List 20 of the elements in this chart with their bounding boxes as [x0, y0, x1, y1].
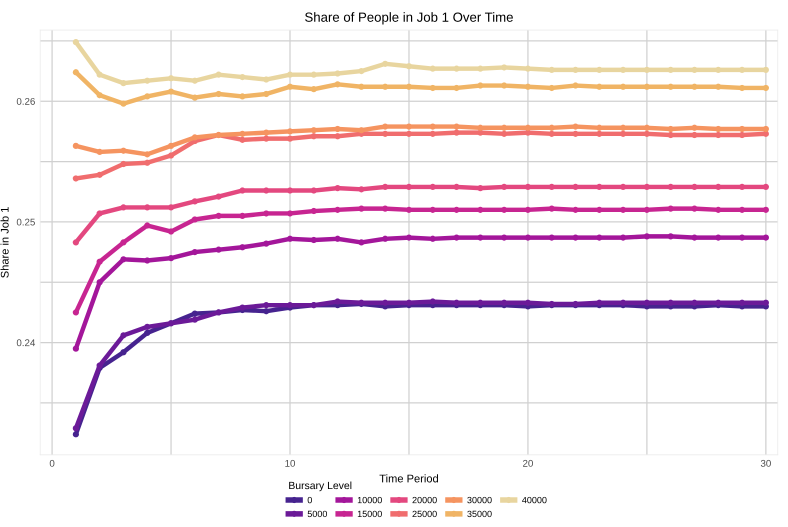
legend-label: 20000 [412, 496, 437, 504]
legend-label: 35000 [467, 510, 492, 518]
x-tick-label: 30 [760, 460, 771, 467]
legend-label: 0 [308, 496, 312, 504]
legend-label: 25000 [412, 510, 437, 518]
x-tick-label: 20 [523, 460, 533, 467]
y-tick-label: 0.26 [16, 98, 35, 105]
x-axis-title: Time Period [379, 474, 438, 482]
legend-label: 30000 [467, 496, 492, 504]
x-tick-label: 0 [50, 460, 54, 467]
legend-label: 10000 [358, 496, 382, 504]
legend-title: Bursary Level [289, 482, 352, 492]
x-tick-label: 10 [285, 460, 296, 467]
y-axis-title: Share in Job 1 [0, 207, 9, 278]
chart-title: Share of People in Job 1 Over Time [305, 12, 513, 24]
y-tick-label: 0.25 [16, 218, 35, 226]
y-tick-label: 0.24 [16, 339, 36, 346]
legend-label: 15000 [358, 510, 382, 518]
legend-label: 5000 [308, 510, 328, 518]
legend-label: 40000 [522, 496, 547, 504]
